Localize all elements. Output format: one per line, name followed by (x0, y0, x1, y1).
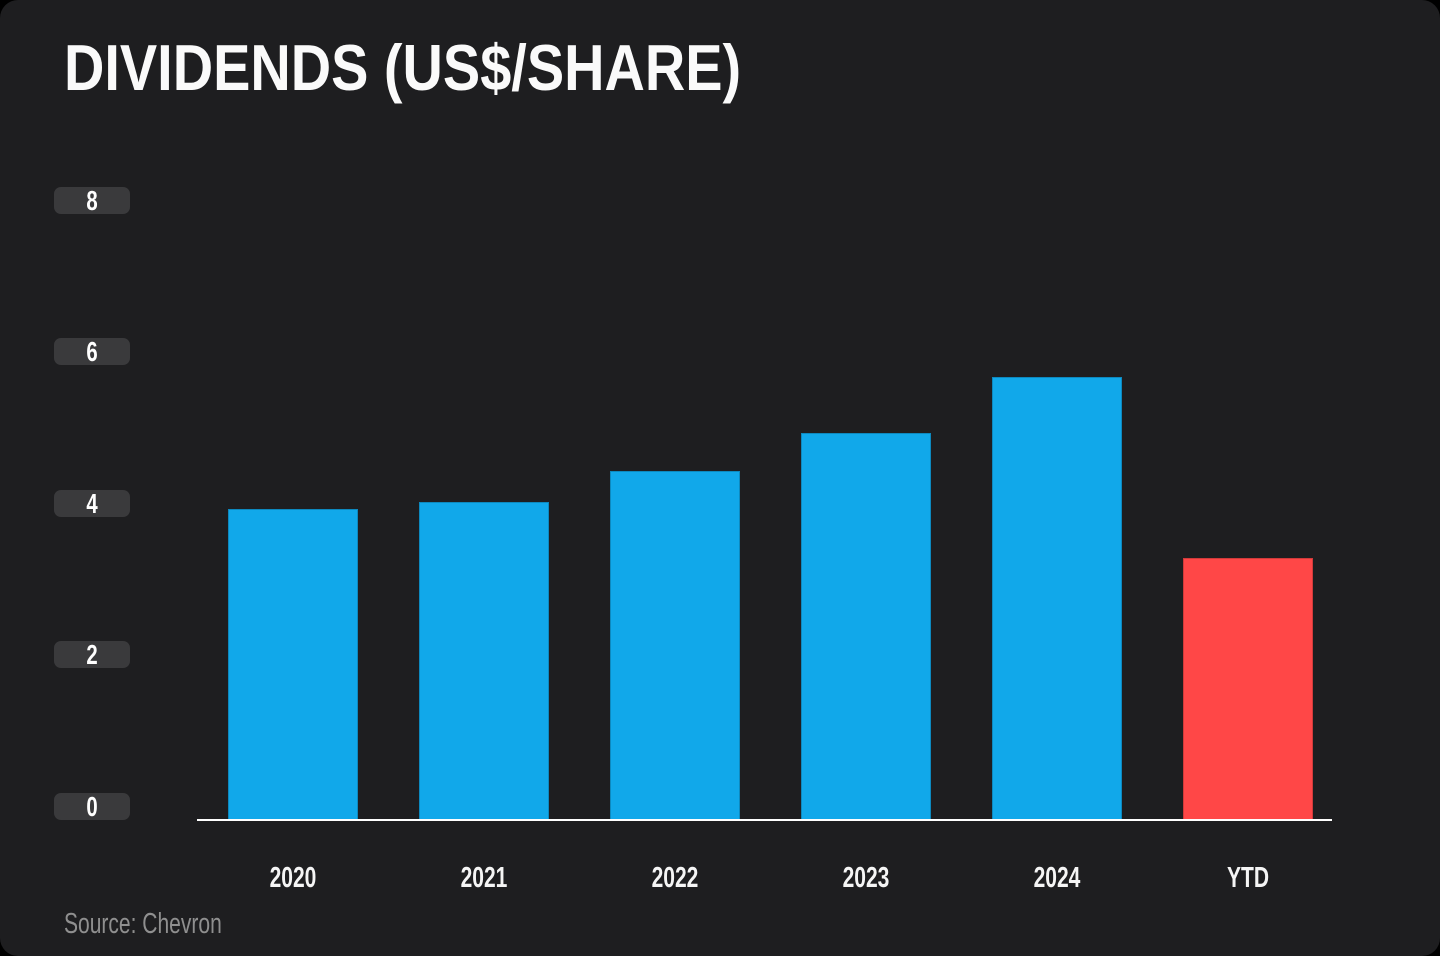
y-tick-pill: 0 (54, 791, 130, 822)
bar-2020 (228, 509, 358, 820)
bar-2022 (610, 471, 740, 820)
bar-2023 (801, 433, 931, 820)
y-tick-label: 2 (86, 639, 98, 671)
x-axis-label-2021: 2021 (460, 862, 508, 894)
x-axis-label-2020: 2020 (269, 862, 317, 894)
bar-2024 (992, 376, 1122, 820)
y-tick-pill: 2 (54, 639, 130, 671)
y-tick-pill: 6 (54, 336, 130, 368)
bar-ytd (1183, 558, 1313, 820)
bar-2021 (419, 501, 549, 820)
chart-title: DIVIDENDS (US$/SHARE) (64, 31, 742, 104)
y-tick-label: 6 (86, 336, 98, 368)
y-tick-label: 8 (86, 184, 98, 216)
x-axis-label-2024: 2024 (1033, 862, 1081, 894)
x-axis-baseline (197, 818, 1332, 821)
y-tick-pill: 8 (54, 184, 130, 216)
source-text: Source: Chevron (64, 908, 222, 940)
x-axis-label-2023: 2023 (842, 862, 890, 894)
x-axis-label-ytd: YTD (1226, 862, 1270, 894)
y-tick-label: 0 (86, 791, 98, 822)
y-tick-label: 4 (86, 487, 98, 519)
x-axis-label-2022: 2022 (651, 862, 699, 894)
y-tick-pill: 4 (54, 487, 130, 519)
